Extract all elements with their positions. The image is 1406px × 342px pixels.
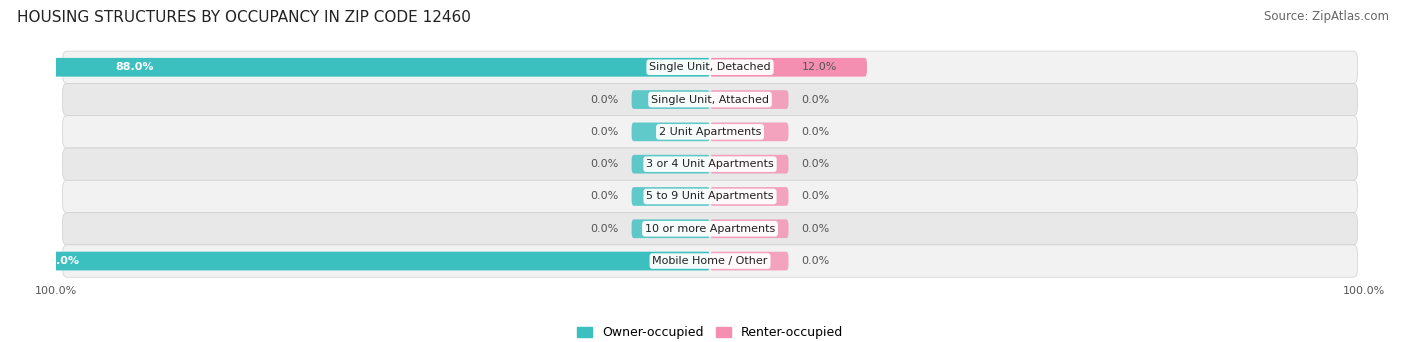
FancyBboxPatch shape <box>710 90 789 109</box>
Text: 2 Unit Apartments: 2 Unit Apartments <box>659 127 761 137</box>
FancyBboxPatch shape <box>710 122 789 141</box>
FancyBboxPatch shape <box>62 180 1358 213</box>
Text: 0.0%: 0.0% <box>591 94 619 105</box>
Text: 0.0%: 0.0% <box>591 159 619 169</box>
Text: Single Unit, Detached: Single Unit, Detached <box>650 62 770 72</box>
FancyBboxPatch shape <box>631 122 710 141</box>
FancyBboxPatch shape <box>710 155 789 173</box>
FancyBboxPatch shape <box>710 220 789 238</box>
Text: 0.0%: 0.0% <box>801 224 830 234</box>
FancyBboxPatch shape <box>710 187 789 206</box>
Text: 0.0%: 0.0% <box>591 224 619 234</box>
Text: HOUSING STRUCTURES BY OCCUPANCY IN ZIP CODE 12460: HOUSING STRUCTURES BY OCCUPANCY IN ZIP C… <box>17 10 471 25</box>
FancyBboxPatch shape <box>62 245 1358 277</box>
FancyBboxPatch shape <box>0 252 710 271</box>
Text: 0.0%: 0.0% <box>801 256 830 266</box>
Text: 0.0%: 0.0% <box>801 159 830 169</box>
Text: 100.0%: 100.0% <box>34 256 79 266</box>
Text: 0.0%: 0.0% <box>801 94 830 105</box>
FancyBboxPatch shape <box>62 213 1358 245</box>
FancyBboxPatch shape <box>631 155 710 173</box>
Text: 0.0%: 0.0% <box>801 127 830 137</box>
FancyBboxPatch shape <box>631 90 710 109</box>
FancyBboxPatch shape <box>631 187 710 206</box>
Text: Mobile Home / Other: Mobile Home / Other <box>652 256 768 266</box>
Text: 10 or more Apartments: 10 or more Apartments <box>645 224 775 234</box>
Text: Single Unit, Attached: Single Unit, Attached <box>651 94 769 105</box>
Text: 88.0%: 88.0% <box>115 62 153 72</box>
Text: 5 to 9 Unit Apartments: 5 to 9 Unit Apartments <box>647 192 773 201</box>
FancyBboxPatch shape <box>62 83 1358 116</box>
Text: 3 or 4 Unit Apartments: 3 or 4 Unit Apartments <box>647 159 773 169</box>
FancyBboxPatch shape <box>62 51 1358 83</box>
Text: Source: ZipAtlas.com: Source: ZipAtlas.com <box>1264 10 1389 23</box>
Text: 12.0%: 12.0% <box>801 62 837 72</box>
FancyBboxPatch shape <box>631 220 710 238</box>
Legend: Owner-occupied, Renter-occupied: Owner-occupied, Renter-occupied <box>572 321 848 342</box>
Text: 0.0%: 0.0% <box>591 192 619 201</box>
Text: 0.0%: 0.0% <box>801 192 830 201</box>
Text: 0.0%: 0.0% <box>591 127 619 137</box>
FancyBboxPatch shape <box>0 58 710 77</box>
FancyBboxPatch shape <box>710 58 868 77</box>
FancyBboxPatch shape <box>710 252 789 271</box>
FancyBboxPatch shape <box>62 148 1358 180</box>
FancyBboxPatch shape <box>62 116 1358 148</box>
